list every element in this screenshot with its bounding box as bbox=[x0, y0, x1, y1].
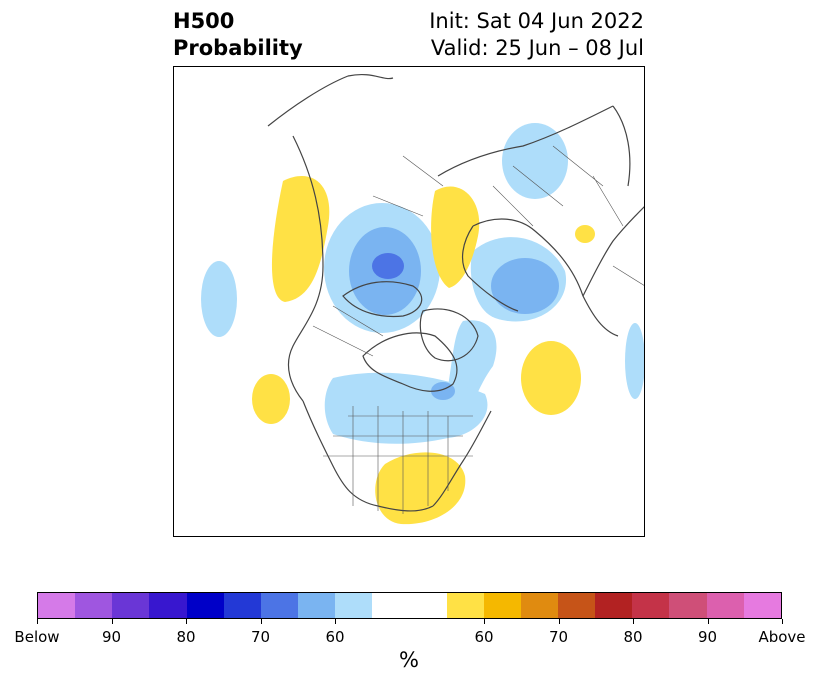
colorbar-segment bbox=[409, 593, 447, 618]
blue-region-arctic-dark bbox=[372, 253, 404, 279]
coastline-hudson-bay bbox=[362, 332, 458, 392]
coastline-russia-east bbox=[582, 205, 645, 297]
init-date: Init: Sat 04 Jun 2022 bbox=[429, 9, 644, 33]
coastline-scandinavia bbox=[461, 225, 519, 312]
colorbar-segment bbox=[483, 593, 521, 618]
title-line-2: Probability bbox=[173, 36, 303, 60]
colorbar-segment bbox=[75, 593, 113, 618]
colorbar-tick-label: 60 bbox=[474, 628, 494, 646]
colorbar-segment bbox=[260, 593, 298, 618]
colorbar-segment bbox=[557, 593, 596, 618]
border-us-states-vertical bbox=[352, 406, 449, 514]
colorbar-segment bbox=[112, 593, 150, 618]
coastline-arctic-islands bbox=[342, 281, 423, 318]
colorbar bbox=[37, 592, 782, 619]
map-frame bbox=[173, 66, 645, 537]
border-eurasia bbox=[492, 145, 645, 287]
colorbar-segment bbox=[149, 593, 187, 618]
title-line-1: H500 bbox=[173, 9, 235, 33]
colorbar-segment bbox=[446, 593, 484, 618]
colorbar-tick-mark bbox=[782, 619, 783, 624]
colorbar-tick-mark bbox=[558, 619, 560, 624]
political-borders bbox=[312, 145, 645, 514]
yellow-region-gulf-of-alaska bbox=[252, 374, 290, 424]
colorbar-tick-mark bbox=[335, 619, 336, 624]
blue-region-siberia bbox=[502, 123, 568, 199]
colorbar-tick-label: 70 bbox=[548, 628, 569, 646]
yellow-region-north-atlantic bbox=[521, 341, 581, 415]
colorbar-tick-mark bbox=[111, 619, 113, 624]
yellow-region-alaska bbox=[271, 176, 330, 302]
colorbar-segment bbox=[669, 593, 707, 618]
colorbar-tick-mark bbox=[707, 619, 709, 624]
coastline-europe bbox=[472, 218, 619, 337]
colorbar-segment bbox=[223, 593, 261, 618]
colorbar-segment bbox=[335, 593, 373, 618]
probability-map bbox=[173, 66, 645, 537]
colorbar-segment bbox=[743, 593, 781, 618]
coastline-alaska-north bbox=[267, 74, 394, 127]
colorbar-tick-label: 90 bbox=[697, 628, 718, 646]
colorbar-segment bbox=[372, 593, 410, 618]
colorbar-tick-label: 80 bbox=[623, 628, 643, 646]
title-dates: Init: Sat 04 Jun 2022 Valid: 25 Jun – 08… bbox=[429, 8, 644, 62]
blue-region-pacific bbox=[201, 261, 237, 337]
colorbar-segment bbox=[186, 593, 224, 618]
coastline-east-us bbox=[432, 410, 492, 507]
colorbar-tick-mark bbox=[186, 619, 187, 624]
colorbar-tick-mark bbox=[633, 619, 634, 624]
title-variable: H500 Probability bbox=[173, 8, 303, 62]
coastline-greenland bbox=[419, 308, 479, 362]
colorbar-tick-label: 70 bbox=[250, 628, 271, 646]
colorbar-tick-mark bbox=[260, 619, 262, 624]
yellow-region-barents bbox=[431, 186, 480, 288]
colorbar-tick-label: Below bbox=[14, 628, 60, 646]
yellow-region-southeast-us bbox=[375, 452, 466, 525]
valid-range: Valid: 25 Jun – 08 Jul bbox=[430, 36, 644, 60]
colorbar-segment bbox=[595, 593, 633, 618]
blue-region-east-edge bbox=[625, 323, 645, 399]
colorbar-unit: % bbox=[399, 648, 419, 672]
colorbar-segment bbox=[706, 593, 744, 618]
coastlines bbox=[267, 74, 645, 512]
colorbar-tick-label: 60 bbox=[325, 628, 345, 646]
colorbar-tick-label: 80 bbox=[176, 628, 196, 646]
yellow-region-small-east bbox=[575, 225, 595, 243]
colorbar-tick-mark bbox=[37, 619, 38, 624]
below-normal-regions bbox=[201, 123, 645, 444]
colorbar-segment bbox=[632, 593, 670, 618]
colorbar-tick-label: Above bbox=[758, 628, 806, 646]
colorbar-tick-label: 90 bbox=[101, 628, 122, 646]
colorbar-segment bbox=[520, 593, 558, 618]
border-canada-provinces bbox=[312, 155, 444, 357]
colorbar-tick-mark bbox=[484, 619, 485, 624]
blue-region-eurasia-mid bbox=[491, 258, 559, 314]
colorbar-segment bbox=[38, 593, 76, 618]
colorbar-segment bbox=[297, 593, 336, 618]
above-normal-regions bbox=[252, 176, 595, 525]
coastline-siberia bbox=[437, 105, 631, 187]
coastline-west-north-america bbox=[288, 135, 324, 402]
coastline-west-us bbox=[302, 400, 434, 512]
